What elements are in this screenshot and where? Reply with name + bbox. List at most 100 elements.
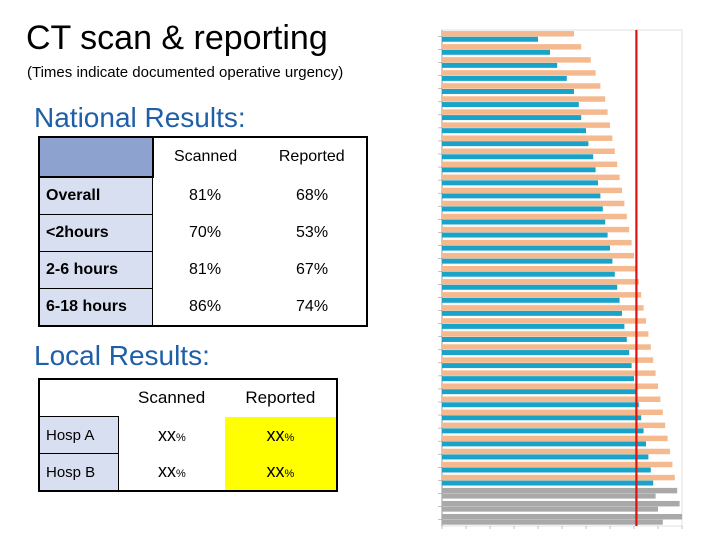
reported-bar: [442, 88, 574, 94]
table-row: Overall 81% 68%: [38, 176, 368, 215]
scanned-bar: [442, 318, 646, 324]
row-label: Hosp A: [38, 416, 119, 454]
scanned-value: 81%: [151, 176, 259, 215]
scanned-bar: [442, 383, 658, 389]
reported-bar: [442, 363, 632, 369]
percent-unit: %: [175, 431, 186, 444]
reported-bar: [442, 310, 622, 316]
table-header-row: Scanned Reported: [39, 379, 337, 417]
column-header-scanned: Scanned: [152, 137, 258, 177]
local-results-heading: Local Results:: [34, 340, 210, 371]
national-results-table: Scanned Reported Overall 81% 68% <2hours…: [38, 136, 368, 327]
table-row: <2hours 70% 53%: [38, 214, 368, 252]
reported-value: 74%: [257, 288, 368, 327]
scanned-bar: [442, 70, 596, 76]
reported-bar: [442, 297, 620, 303]
reported-bar: [442, 193, 601, 199]
scanned-bar: [442, 200, 625, 207]
scanned-bar: [442, 174, 620, 181]
reported-bar: [442, 75, 567, 81]
reported-bar: [442, 428, 644, 434]
row-label: 2-6 hours: [38, 251, 153, 289]
reported-bar: [442, 219, 606, 225]
reported-bar: [442, 206, 603, 212]
reported-placeholder: xx: [266, 461, 285, 482]
reported-bar: [442, 454, 649, 460]
scanned-bar: [442, 148, 615, 154]
scanned-bar: [442, 331, 649, 337]
reported-bar: [442, 519, 663, 525]
scanned-bar: [442, 187, 622, 194]
scanned-value: 86%: [151, 288, 259, 327]
row-label: Hosp B: [38, 453, 119, 492]
scanned-bar: [442, 265, 637, 272]
scanned-bar: [442, 474, 675, 481]
reported-bar: [442, 441, 646, 447]
scanned-bar: [442, 96, 606, 102]
scanned-bar: [442, 487, 678, 494]
scanned-bar: [442, 500, 680, 507]
scanned-placeholder: xx: [157, 424, 176, 445]
scanned-bar: [442, 448, 670, 455]
reported-bar: [442, 402, 639, 408]
scanned-bar: [442, 435, 668, 442]
table-row: Hosp A xx% xx%: [38, 416, 337, 454]
reported-bar: [442, 284, 618, 290]
reported-bar: [442, 350, 630, 356]
table-corner-cell: [38, 136, 154, 178]
scanned-bar: [442, 57, 591, 63]
scanned-bar: [442, 213, 627, 220]
reported-bar: [442, 336, 627, 342]
page-title: CT scan & reporting: [26, 19, 328, 57]
percent-unit: %: [175, 468, 186, 481]
scanned-value: 70%: [151, 214, 259, 252]
row-label: Overall: [38, 176, 153, 215]
scanned-placeholder: xx: [157, 461, 176, 482]
page-subtitle: (Times indicate documented operative urg…: [27, 64, 344, 81]
scanned-bar: [442, 422, 666, 429]
scanned-bar: [442, 357, 654, 363]
reported-bar: [442, 415, 642, 421]
scanned-bar: [442, 122, 610, 128]
table-header-row: Scanned Reported: [38, 136, 367, 178]
reported-bar: [442, 154, 594, 160]
table-row: 2-6 hours 81% 67%: [38, 251, 368, 289]
scanned-value: xx%: [118, 453, 225, 491]
scanned-bar: [442, 161, 618, 168]
reported-bar: [442, 376, 634, 382]
reported-bar: [442, 62, 558, 68]
column-header-reported: Reported: [224, 379, 337, 417]
scanned-bar: [442, 31, 574, 37]
scanned-bar: [442, 409, 663, 416]
hospital-bar-chart: [438, 29, 683, 529]
scanned-bar: [442, 396, 661, 402]
reported-bar: [442, 232, 608, 238]
reported-bar: [442, 49, 550, 55]
table-row: 6-18 hours 86% 74%: [38, 288, 368, 327]
reported-value: xx%: [224, 453, 337, 491]
reported-bar: [442, 506, 658, 512]
row-label: 6-18 hours: [38, 288, 153, 327]
reported-bar: [442, 493, 656, 499]
scanned-bar: [442, 305, 644, 311]
reported-bar: [442, 180, 598, 186]
scanned-bar: [442, 226, 630, 233]
scanned-bar: [442, 370, 656, 376]
reported-bar: [442, 271, 615, 277]
reported-bar: [442, 141, 589, 147]
column-header-reported: Reported: [257, 137, 367, 177]
column-header-scanned: Scanned: [118, 379, 225, 417]
scanned-bar: [442, 252, 634, 259]
table-row: Hosp B xx% xx%: [38, 453, 337, 492]
scanned-value: xx%: [118, 416, 225, 454]
scanned-bar: [442, 83, 601, 89]
reported-bar: [442, 323, 625, 329]
scanned-bar: [442, 344, 651, 350]
scanned-bar: [442, 109, 608, 115]
table-corner-cell: [39, 379, 119, 417]
scanned-value: 81%: [151, 251, 259, 289]
scanned-bar: [442, 513, 682, 520]
scanned-bar: [442, 292, 642, 298]
reported-bar: [442, 389, 637, 395]
reported-value: 68%: [257, 176, 368, 215]
